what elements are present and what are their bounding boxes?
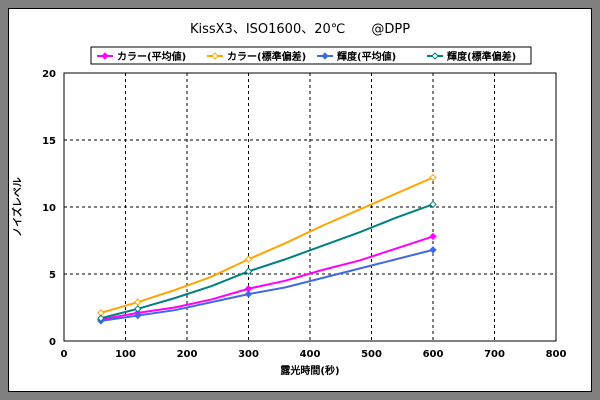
plot-area — [63, 72, 557, 342]
data-point — [244, 267, 253, 276]
data-point — [134, 311, 142, 320]
data-point — [97, 314, 105, 322]
data-point — [244, 255, 253, 263]
legend-item: 輝度(平均値) — [317, 50, 396, 63]
series-line — [100, 203, 434, 320]
y-tick-label: 15 — [42, 136, 56, 147]
legend-label: カラー(平均値) — [117, 50, 186, 63]
data-point — [101, 52, 109, 60]
data-point — [134, 305, 142, 313]
x-tick-label: 100 — [115, 349, 136, 360]
legend-item: カラー(標準偏差) — [207, 50, 306, 63]
x-tick-label: 300 — [238, 349, 259, 360]
legend-label: 輝度(標準偏差) — [447, 50, 516, 63]
data-point — [244, 290, 253, 298]
data-point — [321, 52, 329, 60]
x-tick-label: 0 — [61, 349, 68, 360]
chart-canvas: KissX3、ISO1600、20℃ @DPP カラー(平均値) カラー(標準偏差… — [11, 22, 567, 377]
data-point — [431, 52, 439, 60]
series-line — [100, 176, 434, 314]
data-point — [429, 173, 437, 182]
data-point — [429, 200, 437, 209]
y-tick-label: 20 — [42, 69, 56, 80]
data-point — [429, 232, 437, 241]
x-tick-label: 400 — [300, 349, 321, 360]
legend: カラー(平均値) カラー(標準偏差) 輝度(平均値) 輝度(標準偏差) — [90, 46, 532, 65]
y-tick-label: 5 — [49, 270, 56, 281]
x-tick-label: 800 — [546, 349, 567, 360]
chart-frame: KissX3、ISO1600、20℃ @DPP カラー(平均値) カラー(標準偏差… — [8, 8, 592, 392]
y-tick-label: 10 — [42, 203, 56, 214]
x-tick-label: 700 — [484, 349, 505, 360]
legend-item: カラー(平均値) — [97, 50, 186, 63]
y-tick-label: 0 — [49, 337, 56, 348]
series-group — [97, 173, 437, 317]
legend-label: カラー(標準偏差) — [227, 50, 306, 63]
series-group — [97, 246, 437, 325]
data-point — [211, 52, 219, 60]
series-line — [100, 235, 434, 321]
series-group — [97, 200, 437, 322]
legend-box — [90, 46, 532, 65]
data-point — [429, 246, 437, 254]
chart-title: KissX3、ISO1600、20℃ @DPP — [190, 22, 410, 37]
x-tick-label: 600 — [423, 349, 444, 360]
x-axis-label: 露光時間(秒) — [280, 364, 339, 377]
legend-label: 輝度(平均値) — [337, 50, 396, 63]
legend-item: 輝度(標準偏差) — [427, 50, 516, 63]
series-line — [100, 248, 434, 322]
x-tick-label: 200 — [177, 349, 198, 360]
y-axis-label: ノイズレベル — [11, 177, 24, 237]
x-tick-label: 500 — [361, 349, 382, 360]
